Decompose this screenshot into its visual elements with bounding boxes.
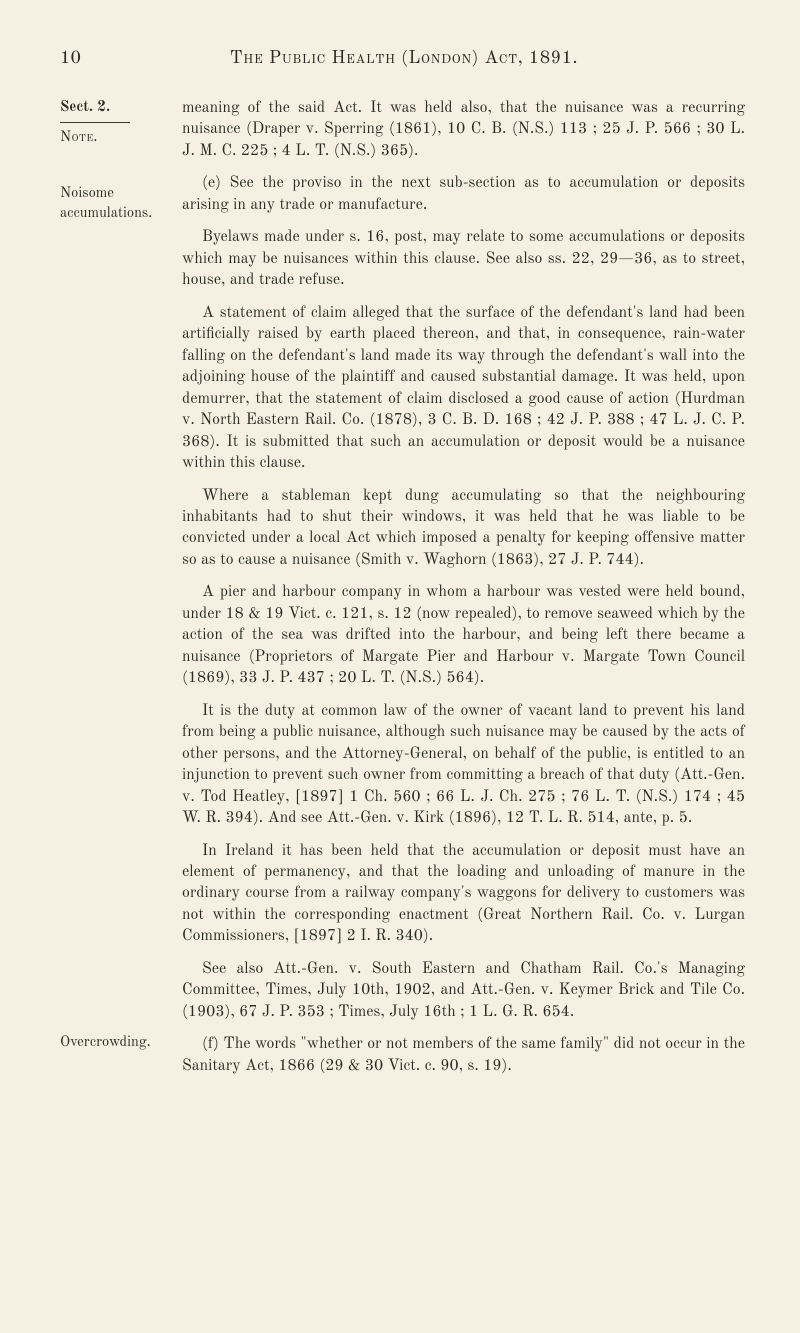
para-1: meaning of the said Act. It was held als… — [182, 98, 745, 162]
body-cell-2: (e) See the proviso in the next sub-sect… — [182, 173, 745, 1034]
para-8: In Ireland it has been held that the acc… — [182, 841, 745, 948]
margin-sect-block: Sect. 2. Note. — [60, 98, 168, 149]
para-2: (e) See the proviso in the next sub-sect… — [182, 173, 745, 216]
margin-cell-3: Over­crowding. — [60, 1034, 168, 1088]
page: 10 The Public Health (London) Act, 1891.… — [0, 0, 800, 1128]
margin-note-label: Note. — [60, 129, 168, 149]
body-cell-3: (f) The words "whether or not members of… — [182, 1034, 745, 1088]
margin-rule — [60, 122, 130, 123]
para-4: A statement of claim alleged that the su… — [182, 303, 745, 475]
para-5: Where a stableman kept dung accumulating… — [182, 486, 745, 572]
running-title: The Public Health (London) Act, 1891. — [230, 48, 578, 70]
running-head: 10 The Public Health (London) Act, 1891. — [60, 48, 745, 70]
body-cell-1: meaning of the said Act. It was held als… — [182, 98, 745, 173]
margin-over-label: Over­crowding. — [60, 1034, 168, 1054]
content-grid: Sect. 2. Note. meaning of the said Act. … — [60, 98, 745, 1088]
margin-section-label: Sect. 2. — [60, 98, 168, 118]
para-3: Byelaws made under s. 16, post, may rela… — [182, 227, 745, 291]
page-number: 10 — [60, 48, 81, 70]
para-9: See also Att.-Gen. v. South Eastern and … — [182, 959, 745, 1023]
margin-cell-2: Noisome accumu­lations. — [60, 173, 168, 1034]
para-6: A pier and harbour company in whom a har… — [182, 582, 745, 689]
para-7: It is the duty at common law of the owne… — [182, 701, 745, 830]
margin-cell-1: Sect. 2. Note. — [60, 98, 168, 173]
para-10: (f) The words "whether or not members of… — [182, 1034, 745, 1077]
margin-side-label: Noisome accumu­lations. — [60, 185, 168, 224]
